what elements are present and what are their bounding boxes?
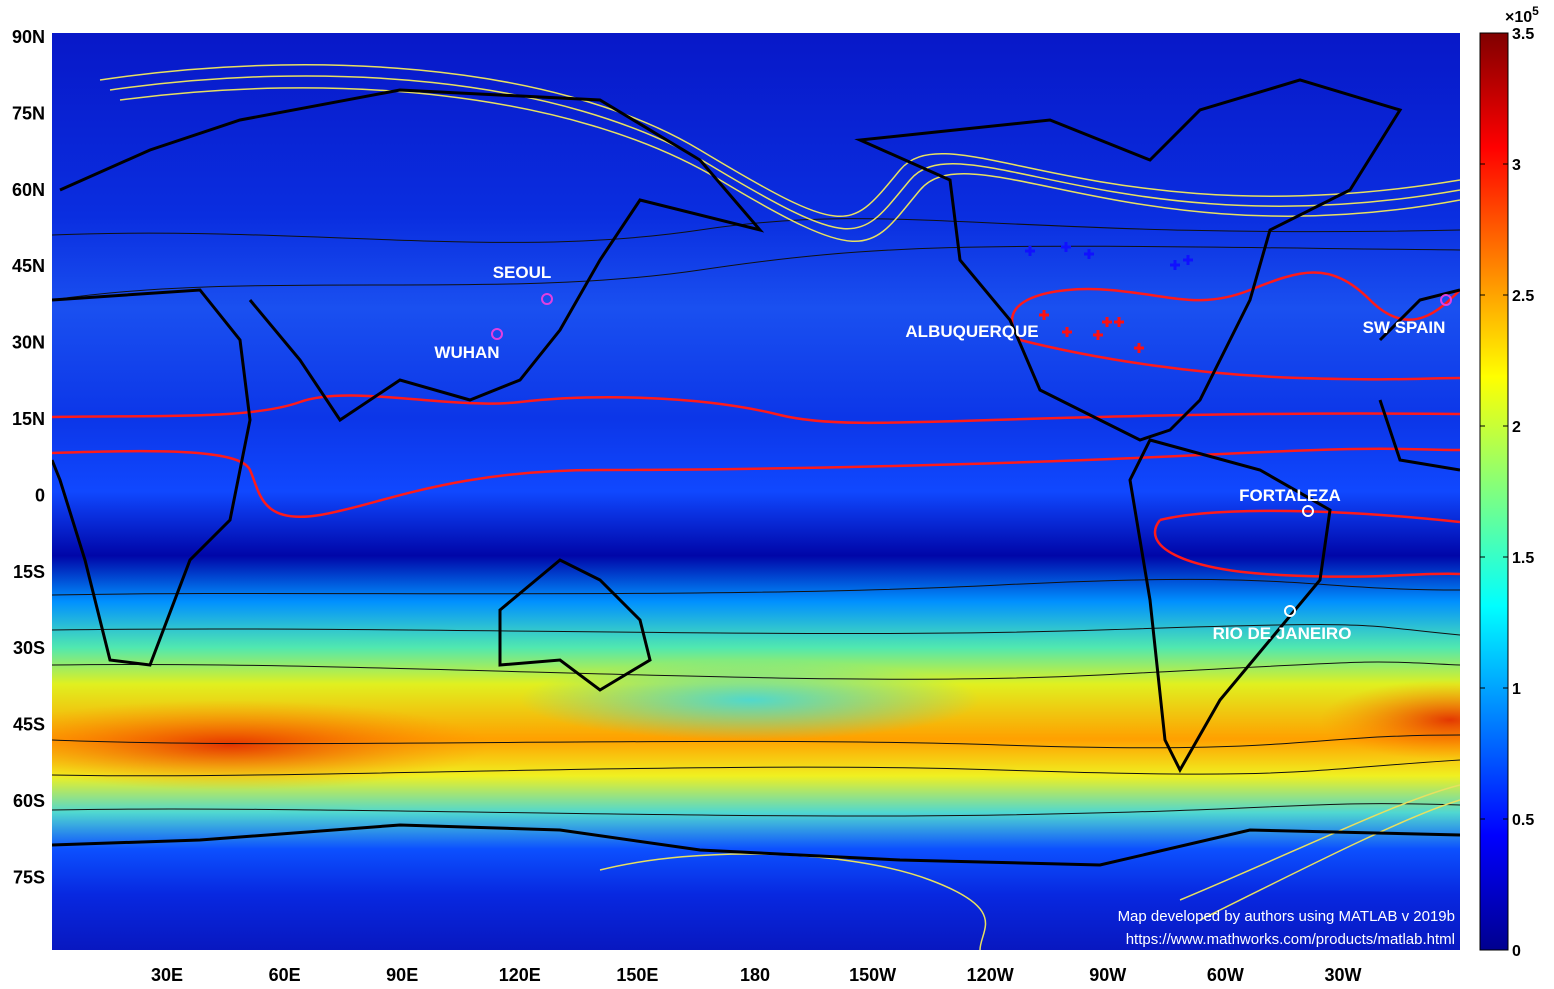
place-label: ALBUQUERQUE (905, 322, 1038, 341)
lat-label: 60S (13, 791, 45, 811)
marker (1440, 294, 1452, 306)
lat-label: 45N (12, 256, 45, 276)
streamlines (99, 64, 1460, 950)
lat-label: 75N (12, 103, 45, 123)
colorbar-tick-label: 3.5 (1512, 26, 1534, 43)
marker (541, 293, 553, 305)
lon-label: 120W (967, 965, 1014, 985)
lon-label: 180 (740, 965, 770, 985)
place-label: SEOUL (493, 263, 552, 282)
lat-label: 75S (13, 867, 45, 887)
marker (1302, 505, 1314, 517)
lon-label: 150E (616, 965, 658, 985)
colorbar (1479, 32, 1509, 951)
lat-label: 15N (12, 409, 45, 429)
colorbar-tick-label: 1.5 (1512, 550, 1534, 567)
lat-label: 30S (13, 638, 45, 658)
marker (1284, 605, 1296, 617)
colorbar-multiplier: ×105 (1505, 4, 1539, 26)
place-label: WUHAN (434, 343, 499, 362)
colorbar-tick-label: 0 (1512, 943, 1521, 960)
lon-label: 90E (386, 965, 418, 985)
field (52, 33, 1460, 950)
cool-spot (520, 660, 980, 740)
lon-label: 90W (1089, 965, 1126, 985)
colorbar-tick-label: 1 (1512, 681, 1521, 698)
hot-spot (52, 700, 490, 790)
lat-label: 90N (12, 27, 45, 47)
place-label: RIO DE JANEIRO (1213, 624, 1352, 643)
lon-label: 120E (499, 965, 541, 985)
contours (52, 218, 1460, 817)
lon-label: 60E (269, 965, 301, 985)
place-label: SW SPAIN (1363, 318, 1446, 337)
colorbar-tick-label: 3 (1512, 157, 1521, 174)
multiplier: ×10 (1505, 9, 1532, 26)
lon-label: 30W (1324, 965, 1361, 985)
colorbar-tick-label: 2 (1512, 419, 1521, 436)
map-area (52, 33, 1460, 950)
coastlines (52, 78, 1460, 867)
lon-label: 30E (151, 965, 183, 985)
marker (491, 328, 503, 340)
lon-label: 60W (1207, 965, 1244, 985)
place-label: FORTALEZA (1239, 486, 1341, 505)
lat-label: 30N (12, 333, 45, 353)
credit: Map developed by authors using MATLAB v … (1118, 908, 1455, 925)
blue-crosses (1025, 242, 1193, 270)
hot-spot (1320, 680, 1460, 760)
lat-label: 0 (35, 485, 45, 505)
exponent: 5 (1532, 4, 1539, 18)
lat-label: 60N (12, 180, 45, 200)
lat-label: 45S (13, 715, 45, 735)
lon-label: 150W (849, 965, 896, 985)
credit: https://www.mathworks.com/products/matla… (1126, 931, 1455, 948)
colorbar-tick-label: 2.5 (1512, 288, 1534, 305)
colorbar-tick-label: 0.5 (1512, 812, 1534, 829)
red-crosses (1039, 310, 1144, 353)
lat-label: 15S (13, 562, 45, 582)
markers (491, 242, 1452, 617)
